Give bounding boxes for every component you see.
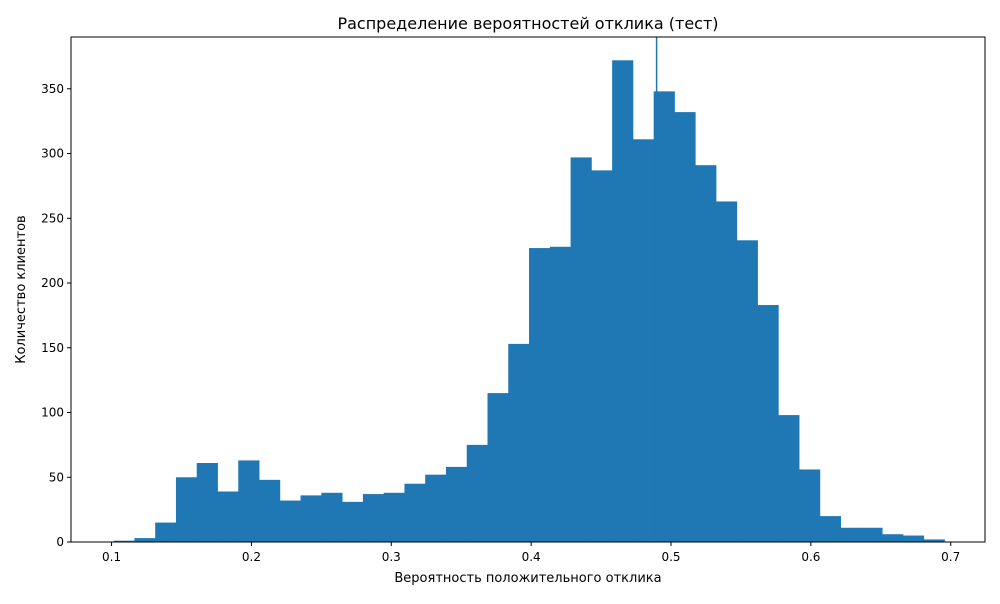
histogram-bar: [757, 305, 779, 542]
histogram-bar: [404, 483, 426, 542]
chart-title: Распределение вероятностей отклика (тест…: [337, 14, 718, 33]
histogram-bar: [155, 522, 177, 542]
y-tick-label: 200: [41, 276, 64, 290]
x-tick-label: 0.5: [661, 550, 680, 564]
histogram-bar: [196, 463, 218, 542]
histogram-bar: [425, 474, 447, 542]
y-tick-label: 100: [41, 406, 64, 420]
x-tick-label: 0.7: [941, 550, 960, 564]
histogram-bar: [529, 248, 551, 543]
histogram-bar: [217, 491, 239, 542]
y-tick-label: 0: [56, 535, 64, 549]
histogram-bar: [861, 527, 883, 542]
x-tick-label: 0.2: [242, 550, 261, 564]
histogram-bar: [819, 516, 841, 542]
histogram-bar: [632, 139, 655, 543]
y-tick-label: 350: [41, 82, 64, 96]
y-tick-label: 150: [41, 341, 64, 355]
histogram-bar: [923, 539, 945, 542]
histogram-bar: [612, 60, 634, 543]
histogram-bar: [653, 91, 675, 542]
histogram-bar: [715, 201, 738, 542]
y-axis-label: Количество клиентов: [14, 215, 29, 363]
histogram-bar: [882, 534, 904, 542]
plot-frame: [70, 36, 986, 543]
histogram-bar: [487, 393, 509, 542]
histogram-bar: [321, 492, 343, 542]
histogram-bar: [695, 165, 717, 542]
x-tick-label: 0.6: [801, 550, 820, 564]
histogram-bar: [508, 343, 530, 542]
histogram-bar: [674, 112, 696, 542]
histogram-bar: [902, 535, 925, 542]
histogram-bar: [279, 500, 301, 542]
histogram-bar: [342, 501, 364, 542]
x-axis-label: Вероятность положительного отклика: [394, 571, 661, 586]
histogram-bar: [259, 479, 281, 542]
histogram-bar: [134, 538, 156, 542]
histogram-bar: [383, 492, 405, 542]
histogram-bar: [549, 246, 571, 542]
histogram-bar: [591, 170, 613, 542]
histogram-bar: [778, 415, 800, 542]
histogram-bar: [113, 540, 135, 542]
x-tick-label: 0.4: [522, 550, 541, 564]
histogram-bar: [300, 495, 322, 542]
histogram-bar: [840, 527, 862, 542]
bars-group: [113, 60, 945, 543]
histogram-bar: [445, 466, 468, 542]
y-tick-label: 250: [41, 211, 64, 225]
y-tick-label: 300: [41, 147, 64, 161]
histogram-bar: [175, 477, 198, 542]
histogram-bar: [466, 444, 488, 542]
x-tick-label: 0.3: [382, 550, 401, 564]
y-tick-label: 50: [49, 470, 64, 484]
histogram-bar: [736, 240, 758, 543]
x-tick-label: 0.1: [102, 550, 121, 564]
x-axis-ticks: 0.1 0.2 0.3 0.4 0.5 0.6 0.7: [102, 542, 960, 564]
histogram-bar: [570, 157, 592, 542]
histogram-bar: [799, 469, 821, 542]
histogram-bar: [238, 460, 260, 542]
y-axis-ticks: 0 50 100 150 200 250 300 350: [41, 82, 71, 549]
histogram-bar: [362, 494, 385, 542]
